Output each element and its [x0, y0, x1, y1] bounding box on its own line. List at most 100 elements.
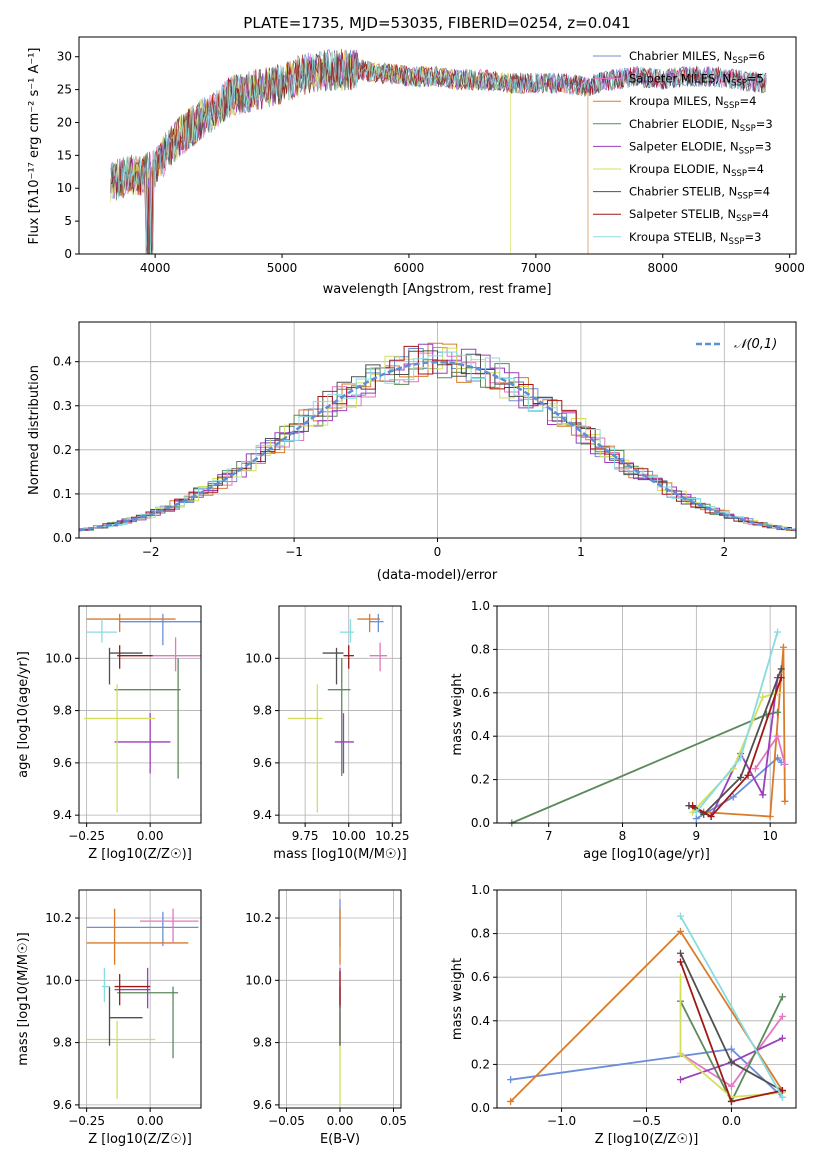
legend-entry: Salpeter ELODIE, NSSP=3	[629, 139, 772, 156]
y-tick-label: 10.0	[245, 973, 272, 987]
spectrum-legend: Chabrier MILES, NSSP=6 Salpeter MILES, NS…	[593, 49, 773, 247]
errorbar-point	[114, 658, 181, 779]
y-tick-label: 0.4	[471, 1014, 490, 1028]
errorbar-point	[86, 1020, 156, 1099]
weight-marker	[727, 1045, 735, 1053]
y-axis-label: age [log10(age/yr)]	[16, 651, 31, 778]
spectrum-series-line	[110, 50, 767, 255]
weight-series-line	[679, 977, 783, 1099]
weight-marker	[676, 949, 684, 957]
x-tick-label: 7000	[521, 261, 552, 275]
x-tick-label: −0.05	[268, 1114, 305, 1128]
age-vs-metallicity-panel: −0.25 0.00 9.4 9.6 9.8 10.0 Z [log10(Z/Z☉)] age…	[16, 605, 202, 862]
y-tick-label: 5	[64, 214, 72, 228]
weight-marker	[778, 1093, 786, 1101]
x-tick-label: 1	[577, 545, 585, 559]
y-tick-label: 0.4	[471, 729, 490, 743]
weight-marker	[777, 674, 785, 682]
spectrum-title: PLATE=1735, MJD=53035, FIBERID=0254, z=0…	[243, 14, 630, 32]
plot-marks	[507, 912, 786, 1105]
x-tick-label: −1.0	[547, 1114, 576, 1128]
legend-entry: Salpeter STELIB, NSSP=4	[629, 207, 769, 224]
y-tick-label: 9.8	[253, 704, 272, 718]
weight-series	[692, 628, 782, 816]
weight-marker	[676, 1050, 684, 1057]
mass-vs-extinction-panel: −0.05 0.00 0.05 9.6 9.8 10.0 10.2 E(B-V)	[245, 889, 407, 1147]
y-tick-label: 0.6	[471, 686, 490, 700]
x-tick-label: 6000	[394, 261, 425, 275]
x-tick-label: −0.5	[632, 1114, 661, 1128]
weight-marker	[689, 802, 697, 810]
weight-marker	[727, 1082, 735, 1090]
y-tick-label: 1.0	[471, 883, 490, 897]
y-tick-label: 10	[57, 181, 72, 195]
errorbar-point	[369, 613, 384, 633]
plot-marks	[86, 908, 199, 1099]
weight-series-line	[703, 647, 786, 818]
errorbar-point	[322, 647, 344, 685]
y-tick-label: 30	[57, 50, 72, 64]
x-tick-label: 9.75	[292, 829, 319, 843]
errorbar-point	[117, 645, 153, 669]
x-axis-label: Z [log10(Z/Z☉)]	[595, 1132, 699, 1147]
residuals-legend: 𝒩(0,1)	[696, 337, 777, 352]
spectrum-lines	[110, 48, 767, 255]
weight-marker	[676, 1076, 684, 1084]
x-tick-label: 0.0	[722, 1114, 741, 1128]
errorbar-point	[84, 684, 156, 813]
x-tick-label: 9000	[774, 261, 805, 275]
y-axis-label: mass weight	[450, 958, 465, 1040]
y-tick-label: 9.6	[53, 1098, 72, 1112]
residuals-xlabel: (data-model)/error	[377, 568, 498, 583]
x-axis-label: mass [log10(M/M☉)]	[273, 847, 406, 862]
weight-marker	[692, 815, 700, 823]
weight-marker	[774, 732, 782, 740]
legend-entry: Chabrier ELODIE, NSSP=3	[629, 117, 773, 134]
errorbar-point	[86, 908, 189, 965]
y-tick-label: 20	[57, 115, 72, 129]
y-tick-label: 1.0	[471, 599, 490, 613]
weight-marker	[766, 812, 774, 820]
spectrum-panel: PLATE=1735, MJD=53035, FIBERID=0254, z=0…	[27, 14, 805, 297]
plot-marks	[84, 613, 201, 813]
x-tick-label: 10	[763, 829, 778, 843]
x-tick-label: 0.00	[137, 1114, 164, 1128]
weight-marker	[676, 973, 684, 981]
weight-marker	[744, 771, 752, 779]
weight-marker	[778, 1087, 786, 1095]
errorbar-point	[114, 713, 171, 774]
errorbar-point	[86, 911, 199, 947]
weight-marker	[779, 643, 787, 651]
y-tick-label: 0.0	[471, 816, 490, 830]
axes-frame	[78, 605, 202, 824]
errorbar-point	[108, 986, 143, 1046]
axes-frame	[496, 605, 797, 824]
y-tick-label: 9.6	[53, 756, 72, 770]
weight-vs-metallicity-panel: −1.0 −0.5 0.0 0.0 0.2 0.4 0.6 0.8 1.0 Z [log10(Z/…	[450, 883, 797, 1147]
axes-frame	[78, 889, 202, 1109]
weight-series-line	[679, 915, 784, 1098]
x-tick-label: 0.00	[137, 829, 164, 843]
y-tick-label: 9.4	[253, 808, 272, 822]
x-tick-label: 0.00	[327, 1114, 354, 1128]
gaussian-legend-label: 𝒩(0,1)	[734, 337, 777, 352]
errorbar-point	[101, 967, 110, 1003]
y-tick-label: 9.8	[53, 704, 72, 718]
x-tick-label: 2	[720, 545, 728, 559]
y-tick-label: 0.2	[471, 773, 490, 787]
x-tick-label: −2	[142, 545, 160, 559]
errorbar-point	[150, 637, 201, 672]
weight-marker	[507, 1097, 515, 1105]
residuals-panel: −2 −1 0 1 2 0.0 0.1 0.2 0.3 0.4 (data-model)/erro…	[27, 321, 797, 583]
x-tick-label: 8000	[647, 261, 678, 275]
weight-marker	[778, 1012, 786, 1020]
x-tick-label: 0.05	[380, 1114, 407, 1128]
plot-marks	[508, 628, 789, 827]
mass-vs-metallicity-panel: −0.25 0.00 9.6 9.8 10.0 10.2 Z [log10(Z/Z☉)] ma…	[16, 889, 202, 1147]
errorbar-point	[287, 684, 323, 813]
weight-series	[700, 643, 789, 820]
weight-series	[676, 958, 786, 1105]
x-tick-label: 10.25	[375, 829, 409, 843]
legend-entry: Chabrier MILES, NSSP=6	[629, 49, 765, 66]
